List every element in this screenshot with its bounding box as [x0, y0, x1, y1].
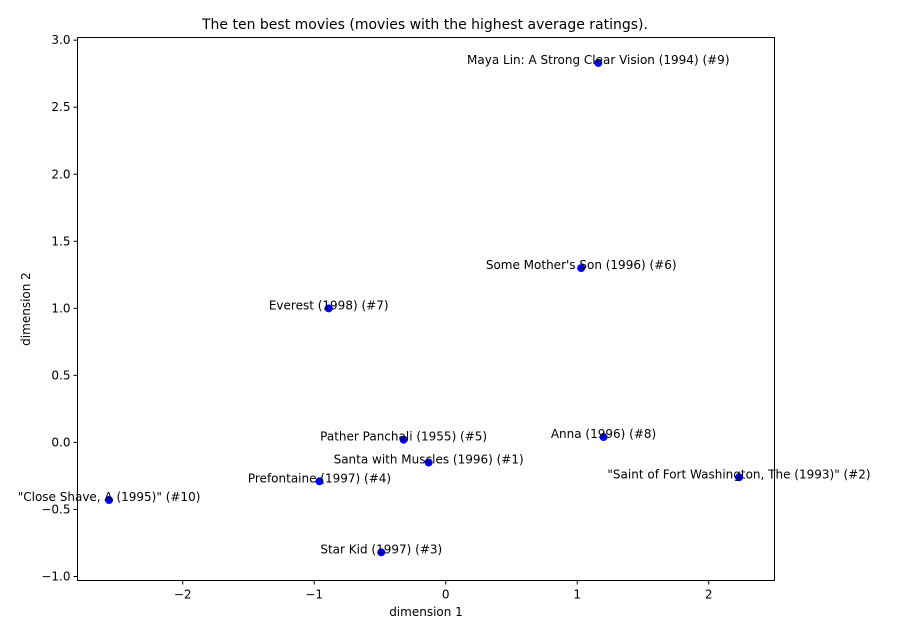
point-label: Star Kid (1997) (#3)	[320, 542, 442, 556]
y-tick-label: 3.0	[51, 33, 70, 47]
plot-area	[77, 37, 775, 581]
point-label: Prefontaine (1997) (#4)	[248, 471, 391, 485]
x-tick-label: 2	[705, 588, 713, 602]
y-tick-label: −0.5	[41, 502, 70, 516]
point-label: Anna (1996) (#8)	[551, 427, 656, 441]
y-tick-label: 2.0	[51, 167, 70, 181]
x-axis-label: dimension 1	[389, 605, 463, 619]
data-point	[324, 304, 333, 313]
y-tick-label: 0.0	[51, 435, 70, 449]
y-tick-label: 2.5	[51, 100, 70, 114]
data-point	[599, 433, 608, 442]
y-tick-label: 0.5	[51, 368, 70, 382]
x-axis: −2 −1 0 1 2	[174, 580, 713, 602]
data-point	[577, 264, 586, 273]
y-tick-label: 1.5	[51, 234, 70, 248]
point-label: Everest (1998) (#7)	[269, 298, 389, 312]
data-point	[377, 548, 386, 557]
y-axis: −1.0 −0.5 0.0 0.5 1.0 1.5 2.0 2.5 3.0	[41, 33, 78, 583]
data-point	[399, 435, 408, 444]
point-labels: Maya Lin: A Strong Clear Vision (1994) (…	[18, 53, 871, 556]
point-label: "Saint of Fort Washington, The (1993)" (…	[607, 467, 870, 481]
point-label: "Close Shave, A (1995)" (#10)	[18, 490, 201, 504]
y-axis-label: dimension 2	[19, 272, 33, 346]
y-tick-label: 1.0	[51, 301, 70, 315]
x-tick-label: −1	[305, 588, 323, 602]
data-point	[594, 58, 603, 67]
chart-title: The ten best movies (movies with the hig…	[201, 17, 648, 33]
data-point	[105, 496, 114, 505]
point-label: Santa with Muscles (1996) (#1)	[334, 453, 524, 467]
data-point	[315, 477, 324, 486]
x-tick-label: 1	[573, 588, 581, 602]
data-point	[424, 458, 433, 467]
plot-frame	[77, 37, 775, 581]
point-label: Maya Lin: A Strong Clear Vision (1994) (…	[467, 53, 729, 67]
point-label: Some Mother's Son (1996) (#6)	[486, 258, 677, 272]
point-label: Pather Panchali (1955) (#5)	[320, 430, 487, 444]
y-tick-label: −1.0	[41, 569, 70, 583]
data-points	[105, 58, 743, 557]
data-point	[734, 473, 743, 482]
x-tick-label: 0	[442, 588, 450, 602]
x-tick-label: −2	[174, 588, 192, 602]
